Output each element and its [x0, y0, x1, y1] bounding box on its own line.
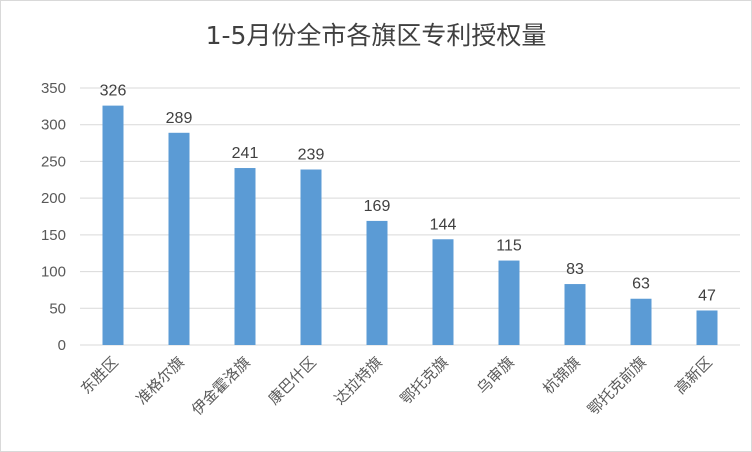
bar [366, 220, 388, 345]
y-tick-label: 50 [49, 300, 66, 317]
chart-title: 1-5月份全市各旗区专利授权量 [205, 21, 547, 50]
bar [234, 168, 256, 345]
bar [498, 260, 520, 345]
y-tick-label: 100 [41, 264, 66, 281]
data-label: 83 [566, 261, 584, 278]
gridlines [80, 87, 740, 346]
bar [168, 132, 190, 345]
category-label: 鄂托克旗 [397, 353, 452, 408]
bar [432, 239, 454, 345]
category-labels: 东胜区 准格尔旗 伊金霍洛旗 康巴什区 达拉特旗 鄂托克旗 乌审旗 杭锦旗 鄂托克前旗 高新区 [77, 353, 716, 419]
category-label: 达拉特旗 [331, 353, 386, 408]
y-tick-label: 150 [41, 227, 66, 244]
category-label: 高新区 [671, 353, 716, 398]
category-label: 康巴什区 [265, 353, 320, 408]
data-label: 47 [698, 287, 716, 304]
y-tick-label: 250 [41, 153, 66, 170]
category-label: 鄂托克前旗 [584, 353, 650, 419]
y-tick-label: 300 [41, 117, 66, 134]
bar [564, 284, 586, 345]
bar [300, 169, 322, 345]
data-label: 115 [496, 238, 522, 255]
data-label: 63 [632, 276, 650, 293]
bar [630, 298, 652, 345]
data-label: 241 [232, 145, 259, 162]
y-tick-label: 200 [41, 190, 66, 207]
data-label: 289 [166, 110, 193, 127]
data-label: 326 [100, 83, 127, 100]
data-label: 144 [430, 216, 457, 233]
y-axis-ticks: 0 50 100 150 200 250 300 350 [41, 80, 66, 354]
bar [696, 310, 718, 345]
data-label: 239 [298, 147, 325, 164]
data-label: 169 [364, 198, 391, 215]
bar [102, 105, 124, 345]
y-tick-label: 0 [58, 337, 66, 354]
bars [102, 105, 718, 345]
category-label: 伊金霍洛旗 [188, 353, 254, 419]
category-label: 准格尔旗 [133, 353, 188, 408]
y-tick-label: 350 [41, 80, 66, 97]
category-label: 乌审旗 [473, 353, 518, 398]
category-label: 东胜区 [77, 353, 122, 398]
category-label: 杭锦旗 [539, 353, 584, 398]
data-labels: 326 289 241 239 169 144 115 83 63 47 [100, 83, 716, 305]
